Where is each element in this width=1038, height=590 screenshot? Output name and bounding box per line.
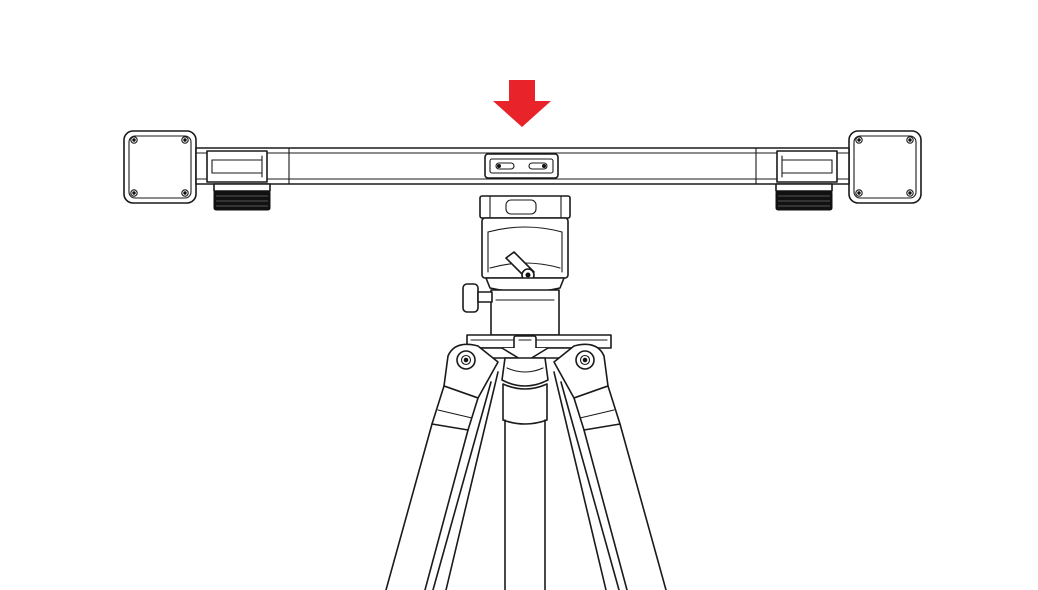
tripod-top-plate: [466, 334, 612, 363]
left-end-plate: [123, 130, 197, 204]
left-slider: [206, 150, 268, 183]
right-tripod-leg: [553, 371, 667, 590]
pan-knob: [462, 283, 493, 313]
right-slider: [776, 150, 838, 183]
ball-head-body: [485, 277, 565, 336]
center-tripod-leg: [502, 383, 548, 590]
center-clamp-plate: [484, 153, 559, 179]
left-lock-knob: [213, 183, 271, 211]
right-end-plate: [848, 130, 922, 204]
down-arrow-icon: [493, 80, 551, 127]
left-tripod-leg: [385, 371, 499, 590]
left-leg-hinge: [443, 343, 499, 399]
right-lock-knob: [775, 183, 833, 211]
right-leg-hinge: [553, 343, 609, 399]
center-leg-top: [501, 357, 549, 387]
quick-release-clamp: [479, 195, 571, 279]
